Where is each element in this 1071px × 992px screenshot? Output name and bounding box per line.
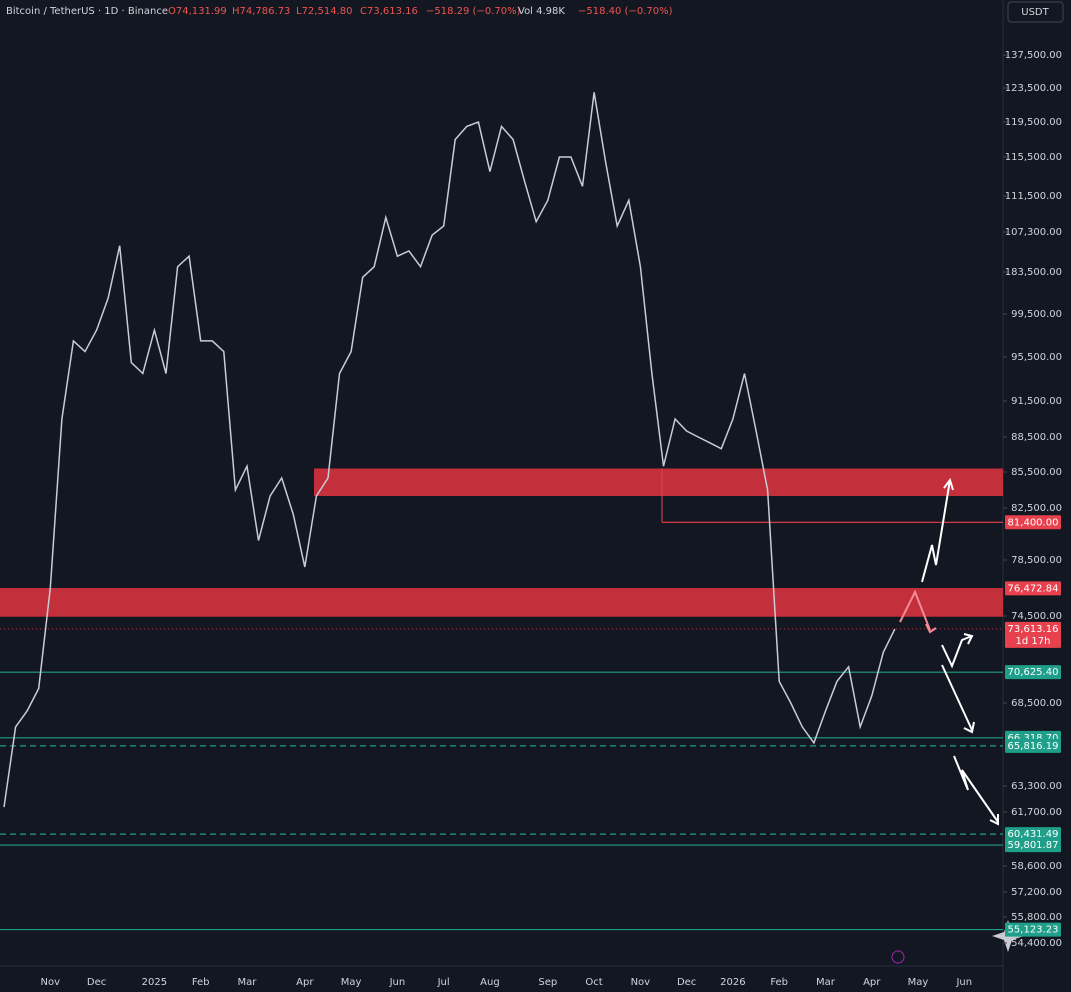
y-tick-label: 183,500.00 bbox=[1005, 267, 1062, 278]
y-tick-label: 115,500.00 bbox=[1005, 152, 1062, 163]
x-tick-label: Apr bbox=[296, 977, 314, 988]
y-tick-label: 82,500.00 bbox=[1011, 503, 1062, 514]
price-tag-label: 65,816.19 bbox=[1008, 741, 1059, 752]
arrow bbox=[921, 477, 954, 583]
x-tick-label: Apr bbox=[863, 977, 881, 988]
price-tag-label: 60,431.49 bbox=[1008, 829, 1059, 840]
y-tick-label: 54,400.00 bbox=[1011, 938, 1062, 949]
arrow bbox=[941, 664, 975, 734]
price-tag bbox=[1005, 581, 1061, 596]
arrow bbox=[899, 589, 937, 634]
y-tick-label: 58,600.00 bbox=[1011, 861, 1062, 872]
x-tick-label: Jun bbox=[389, 977, 406, 988]
arrow bbox=[941, 633, 974, 669]
y-tick-label: 88,500.00 bbox=[1011, 432, 1062, 443]
change: −518.29 (−0.70%) bbox=[426, 6, 521, 17]
x-tick-label: Mar bbox=[816, 977, 836, 988]
open: O74,131.99 bbox=[168, 6, 227, 17]
price-tag bbox=[1005, 738, 1061, 753]
y-tick-label: 55,800.00 bbox=[1011, 912, 1062, 923]
arrow bbox=[953, 755, 999, 826]
y-tick-label: 119,500.00 bbox=[1005, 117, 1062, 128]
countdown: 1d 17h bbox=[1016, 636, 1051, 647]
y-tick-label: 61,700.00 bbox=[1011, 807, 1062, 818]
price-tag bbox=[1005, 621, 1061, 648]
x-tick-label: 2026 bbox=[720, 977, 745, 988]
y-tick-label: 95,500.00 bbox=[1011, 352, 1062, 363]
y-tick-label: 99,500.00 bbox=[1011, 309, 1062, 320]
x-tick-label: Jul bbox=[437, 977, 450, 988]
price-tag bbox=[1005, 838, 1061, 853]
header: Bitcoin / TetherUS · 1D · Binance O74,13… bbox=[6, 6, 673, 17]
y-tick-label: 85,500.00 bbox=[1011, 467, 1062, 478]
currency-box[interactable] bbox=[1007, 1, 1064, 23]
price-tag-label: 73,613.16 bbox=[1008, 624, 1059, 635]
y-tick-label: 111,500.00 bbox=[1005, 191, 1062, 202]
x-tick-label: Aug bbox=[480, 977, 500, 988]
x-tick-label: 2025 bbox=[142, 977, 167, 988]
y-tick-label: 123,500.00 bbox=[1005, 83, 1062, 94]
y-tick-label: 74,500.00 bbox=[1011, 611, 1062, 622]
x-tick-label: Oct bbox=[585, 977, 602, 988]
price-tag bbox=[1005, 515, 1061, 530]
price-tag-label: 55,123.23 bbox=[1008, 925, 1059, 936]
y-tick-label: 68,500.00 bbox=[1011, 698, 1062, 709]
y-tick-label: 91,500.00 bbox=[1011, 396, 1062, 407]
price-tag-label: 59,801.87 bbox=[1008, 840, 1059, 851]
x-tick-label: Feb bbox=[192, 977, 210, 988]
x-tick-label: Nov bbox=[41, 977, 61, 988]
projection-arrows bbox=[899, 477, 999, 826]
x-tick-label: Sep bbox=[538, 977, 557, 988]
price-tag-label: 66,318.70 bbox=[1008, 733, 1059, 744]
low: L72,514.80 bbox=[296, 6, 352, 17]
close: C73,613.16 bbox=[360, 6, 418, 17]
y-tick-label: 107,300.00 bbox=[1005, 227, 1062, 238]
event-icon[interactable] bbox=[891, 950, 905, 964]
x-tick-label: Feb bbox=[770, 977, 788, 988]
zone bbox=[0, 588, 1003, 617]
x-tick-label: Nov bbox=[631, 977, 651, 988]
high: H74,786.73 bbox=[232, 6, 290, 17]
price-tag-label: 76,472.84 bbox=[1008, 583, 1059, 594]
price-tag bbox=[1005, 827, 1061, 842]
x-tick-label: Dec bbox=[677, 977, 696, 988]
x-tick-label: Mar bbox=[238, 977, 258, 988]
y-tick-label: 63,300.00 bbox=[1011, 781, 1062, 792]
price-tag-label: 70,625.40 bbox=[1008, 667, 1059, 678]
price-tag bbox=[1005, 922, 1061, 937]
x-tick-label: May bbox=[908, 977, 929, 988]
price-tag-label: 81,400.00 bbox=[1008, 517, 1059, 528]
symbol: Bitcoin / TetherUS · 1D · Binance bbox=[6, 6, 168, 17]
x-tick-label: Jun bbox=[955, 977, 972, 988]
zone bbox=[314, 468, 1003, 496]
price-tag bbox=[1005, 665, 1061, 680]
currency[interactable]: USDT bbox=[1021, 7, 1049, 18]
y-tick-label: 57,200.00 bbox=[1011, 887, 1062, 898]
price-line bbox=[3, 92, 896, 808]
x-tick-label: Dec bbox=[87, 977, 106, 988]
volume: Vol 4.98K bbox=[518, 6, 565, 17]
y-tick-label: 78,500.00 bbox=[1011, 555, 1062, 566]
x-tick-label: May bbox=[341, 977, 362, 988]
y-tick-label: 137,500.00 bbox=[1005, 50, 1062, 61]
volume-change: −518.40 (−0.70%) bbox=[578, 6, 673, 17]
